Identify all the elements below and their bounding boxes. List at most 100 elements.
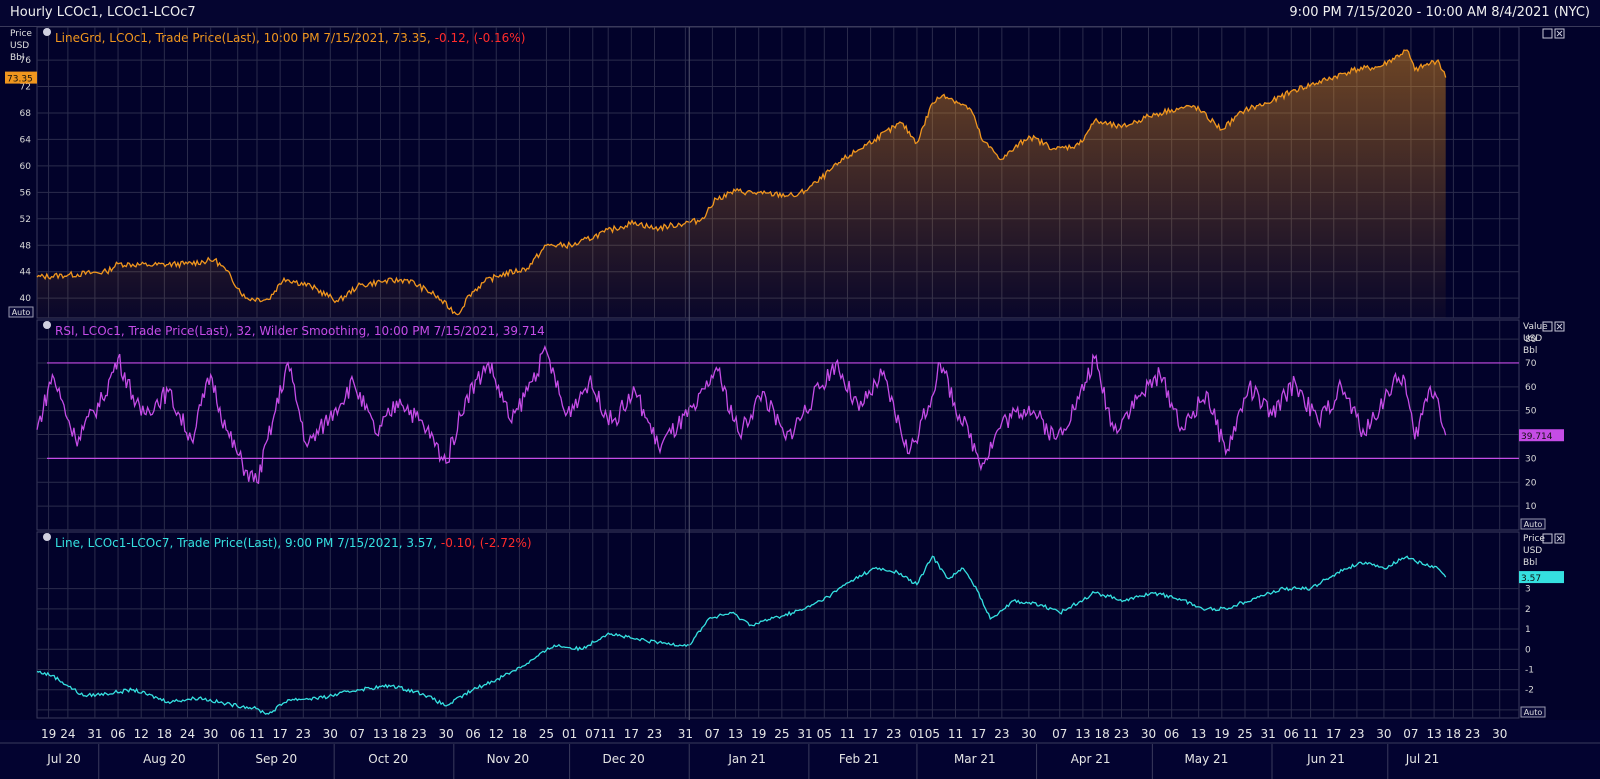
x-day-tick-label: 13 xyxy=(1426,727,1441,741)
axis-title-line: Value xyxy=(1523,322,1548,332)
x-day-tick-label: 11 xyxy=(948,727,963,741)
y-tick-label: 76 xyxy=(20,56,32,66)
auto-scale-button[interactable] xyxy=(1520,706,1546,718)
auto-scale-button[interactable] xyxy=(1520,518,1546,530)
close-icon xyxy=(1556,323,1563,330)
panel-maximize-button[interactable] xyxy=(1542,533,1553,544)
legend-series-text: RSI, LCOc1, Trade Price(Last), 32, Wilde… xyxy=(55,324,545,338)
x-month-label: May 21 xyxy=(1184,752,1228,766)
x-day-tick-label: 30 xyxy=(203,727,218,741)
x-day-tick-label: 23 xyxy=(886,727,901,741)
x-day-tick-label: 23 xyxy=(994,727,1009,741)
auto-scale-button[interactable] xyxy=(8,306,34,318)
panel-close-button[interactable] xyxy=(1554,321,1565,332)
x-month-label: Oct 20 xyxy=(368,752,408,766)
chart-date-range[interactable]: 9:00 PM 7/15/2020 - 10:00 AM 8/4/2021 (N… xyxy=(1289,5,1590,20)
x-day-tick-label: 23 xyxy=(1114,727,1129,741)
x-month-label: Sep 20 xyxy=(255,752,297,766)
last-value-label: 73.35 xyxy=(7,75,33,85)
x-day-tick-label: 23 xyxy=(1465,727,1480,741)
x-axis-background xyxy=(0,720,1600,779)
x-day-tick-label: 12 xyxy=(489,727,504,741)
rsi-panel: 1020304050607080ValueUSDBblRSI, LCOc1, T… xyxy=(36,319,1565,531)
x-day-tick-label: 17 xyxy=(624,727,639,741)
x-day-tick-label: 01 xyxy=(562,727,577,741)
axis-title-line: Price xyxy=(1523,534,1545,544)
x-day-tick-label: 11 xyxy=(249,727,264,741)
auto-scale-label: Auto xyxy=(1524,520,1543,529)
x-day-tick-label: 30 xyxy=(1021,727,1036,741)
x-month-label: Dec 20 xyxy=(602,752,644,766)
y-tick-label: 30 xyxy=(1525,454,1537,464)
x-day-tick-label: 31 xyxy=(678,727,693,741)
axis-title-line: USD xyxy=(10,41,29,51)
panel-maximize-button[interactable] xyxy=(1542,321,1553,332)
x-day-tick-label: 23 xyxy=(296,727,311,741)
x-day-tick-label: 30 xyxy=(323,727,338,741)
x-day-tick-label: 07 xyxy=(585,727,600,741)
x-day-tick-label: 24 xyxy=(180,727,195,741)
x-day-tick-label: 12 xyxy=(134,727,149,741)
x-day-tick-label: 07 xyxy=(705,727,720,741)
x-day-tick-label: 19 xyxy=(1214,727,1229,741)
axis-title-line: Bbl xyxy=(1523,346,1537,356)
auto-scale-label: Auto xyxy=(12,308,31,317)
x-day-tick-label: 19 xyxy=(41,727,56,741)
legend-toggle-icon[interactable] xyxy=(43,28,51,36)
axis-title-line: Bbl xyxy=(10,53,24,63)
x-day-tick-label: 05 xyxy=(925,727,940,741)
x-day-tick-label: 11 xyxy=(601,727,616,741)
price-series-line xyxy=(36,49,1447,316)
rsi-series-line xyxy=(36,344,1447,485)
legend-toggle-icon[interactable] xyxy=(43,533,51,541)
y-tick-label: 60 xyxy=(1525,383,1537,393)
legend-change-pct-text: (-0.16%) xyxy=(474,31,526,45)
x-day-tick-label: 31 xyxy=(87,727,102,741)
x-day-tick-label: 07 xyxy=(1403,727,1418,741)
x-day-tick-label: 30 xyxy=(1492,727,1507,741)
x-month-label: Aug 20 xyxy=(143,752,186,766)
last-value-box xyxy=(1519,429,1564,442)
x-day-tick-label: 30 xyxy=(438,727,453,741)
y-tick-label: -2 xyxy=(1525,686,1534,696)
x-day-tick-label: 25 xyxy=(539,727,554,741)
price-area-fill xyxy=(37,50,1446,318)
x-day-tick-label: 18 xyxy=(392,727,407,741)
rsi-plot-frame xyxy=(36,319,1520,531)
x-day-tick-label: 13 xyxy=(373,727,388,741)
panel-close-button[interactable] xyxy=(1554,28,1565,39)
y-tick-label: 2 xyxy=(1525,605,1531,615)
y-tick-label: 44 xyxy=(20,268,32,278)
y-tick-label: 0 xyxy=(1525,645,1531,655)
y-tick-label: 3 xyxy=(1525,585,1531,595)
x-day-tick-label: 30 xyxy=(1141,727,1156,741)
axis-title-line: Price xyxy=(10,29,32,39)
x-day-tick-label: 23 xyxy=(647,727,662,741)
x-month-label: Mar 21 xyxy=(954,752,996,766)
last-value-box xyxy=(5,71,37,84)
panel-close-button[interactable] xyxy=(1554,533,1565,544)
last-value-label: 39.714 xyxy=(1521,432,1553,442)
legend-change-pct-text: (-2.72%) xyxy=(480,536,532,550)
x-day-tick-label: 23 xyxy=(411,727,426,741)
x-day-tick-label: 11 xyxy=(1303,727,1318,741)
x-day-tick-label: 23 xyxy=(1349,727,1364,741)
panel-maximize-button[interactable] xyxy=(1542,28,1553,39)
spread-legend: Line, LCOc1-LCOc7, Trade Price(Last), 9:… xyxy=(43,533,532,550)
close-icon xyxy=(1556,535,1563,542)
legend-series-text: LineGrd, LCOc1, Trade Price(Last), 10:00… xyxy=(55,31,431,45)
y-tick-label: 40 xyxy=(20,294,32,304)
x-day-tick-label: 13 xyxy=(1191,727,1206,741)
last-value-box xyxy=(1519,571,1564,584)
y-tick-label: 64 xyxy=(20,135,32,145)
x-day-tick-label: 06 xyxy=(110,727,125,741)
y-tick-label: 10 xyxy=(1525,502,1537,512)
y-tick-label: 50 xyxy=(1525,407,1537,417)
x-day-tick-label: 18 xyxy=(512,727,527,741)
x-day-tick-label: 11 xyxy=(840,727,855,741)
legend-toggle-icon[interactable] xyxy=(43,321,51,329)
x-axis: 19 24 31 06 12 18 24 30 06 11 17 23 30 07 13 18 23 30 06 12… xyxy=(0,720,1600,779)
legend-change-text: -0.12, xyxy=(435,31,470,45)
